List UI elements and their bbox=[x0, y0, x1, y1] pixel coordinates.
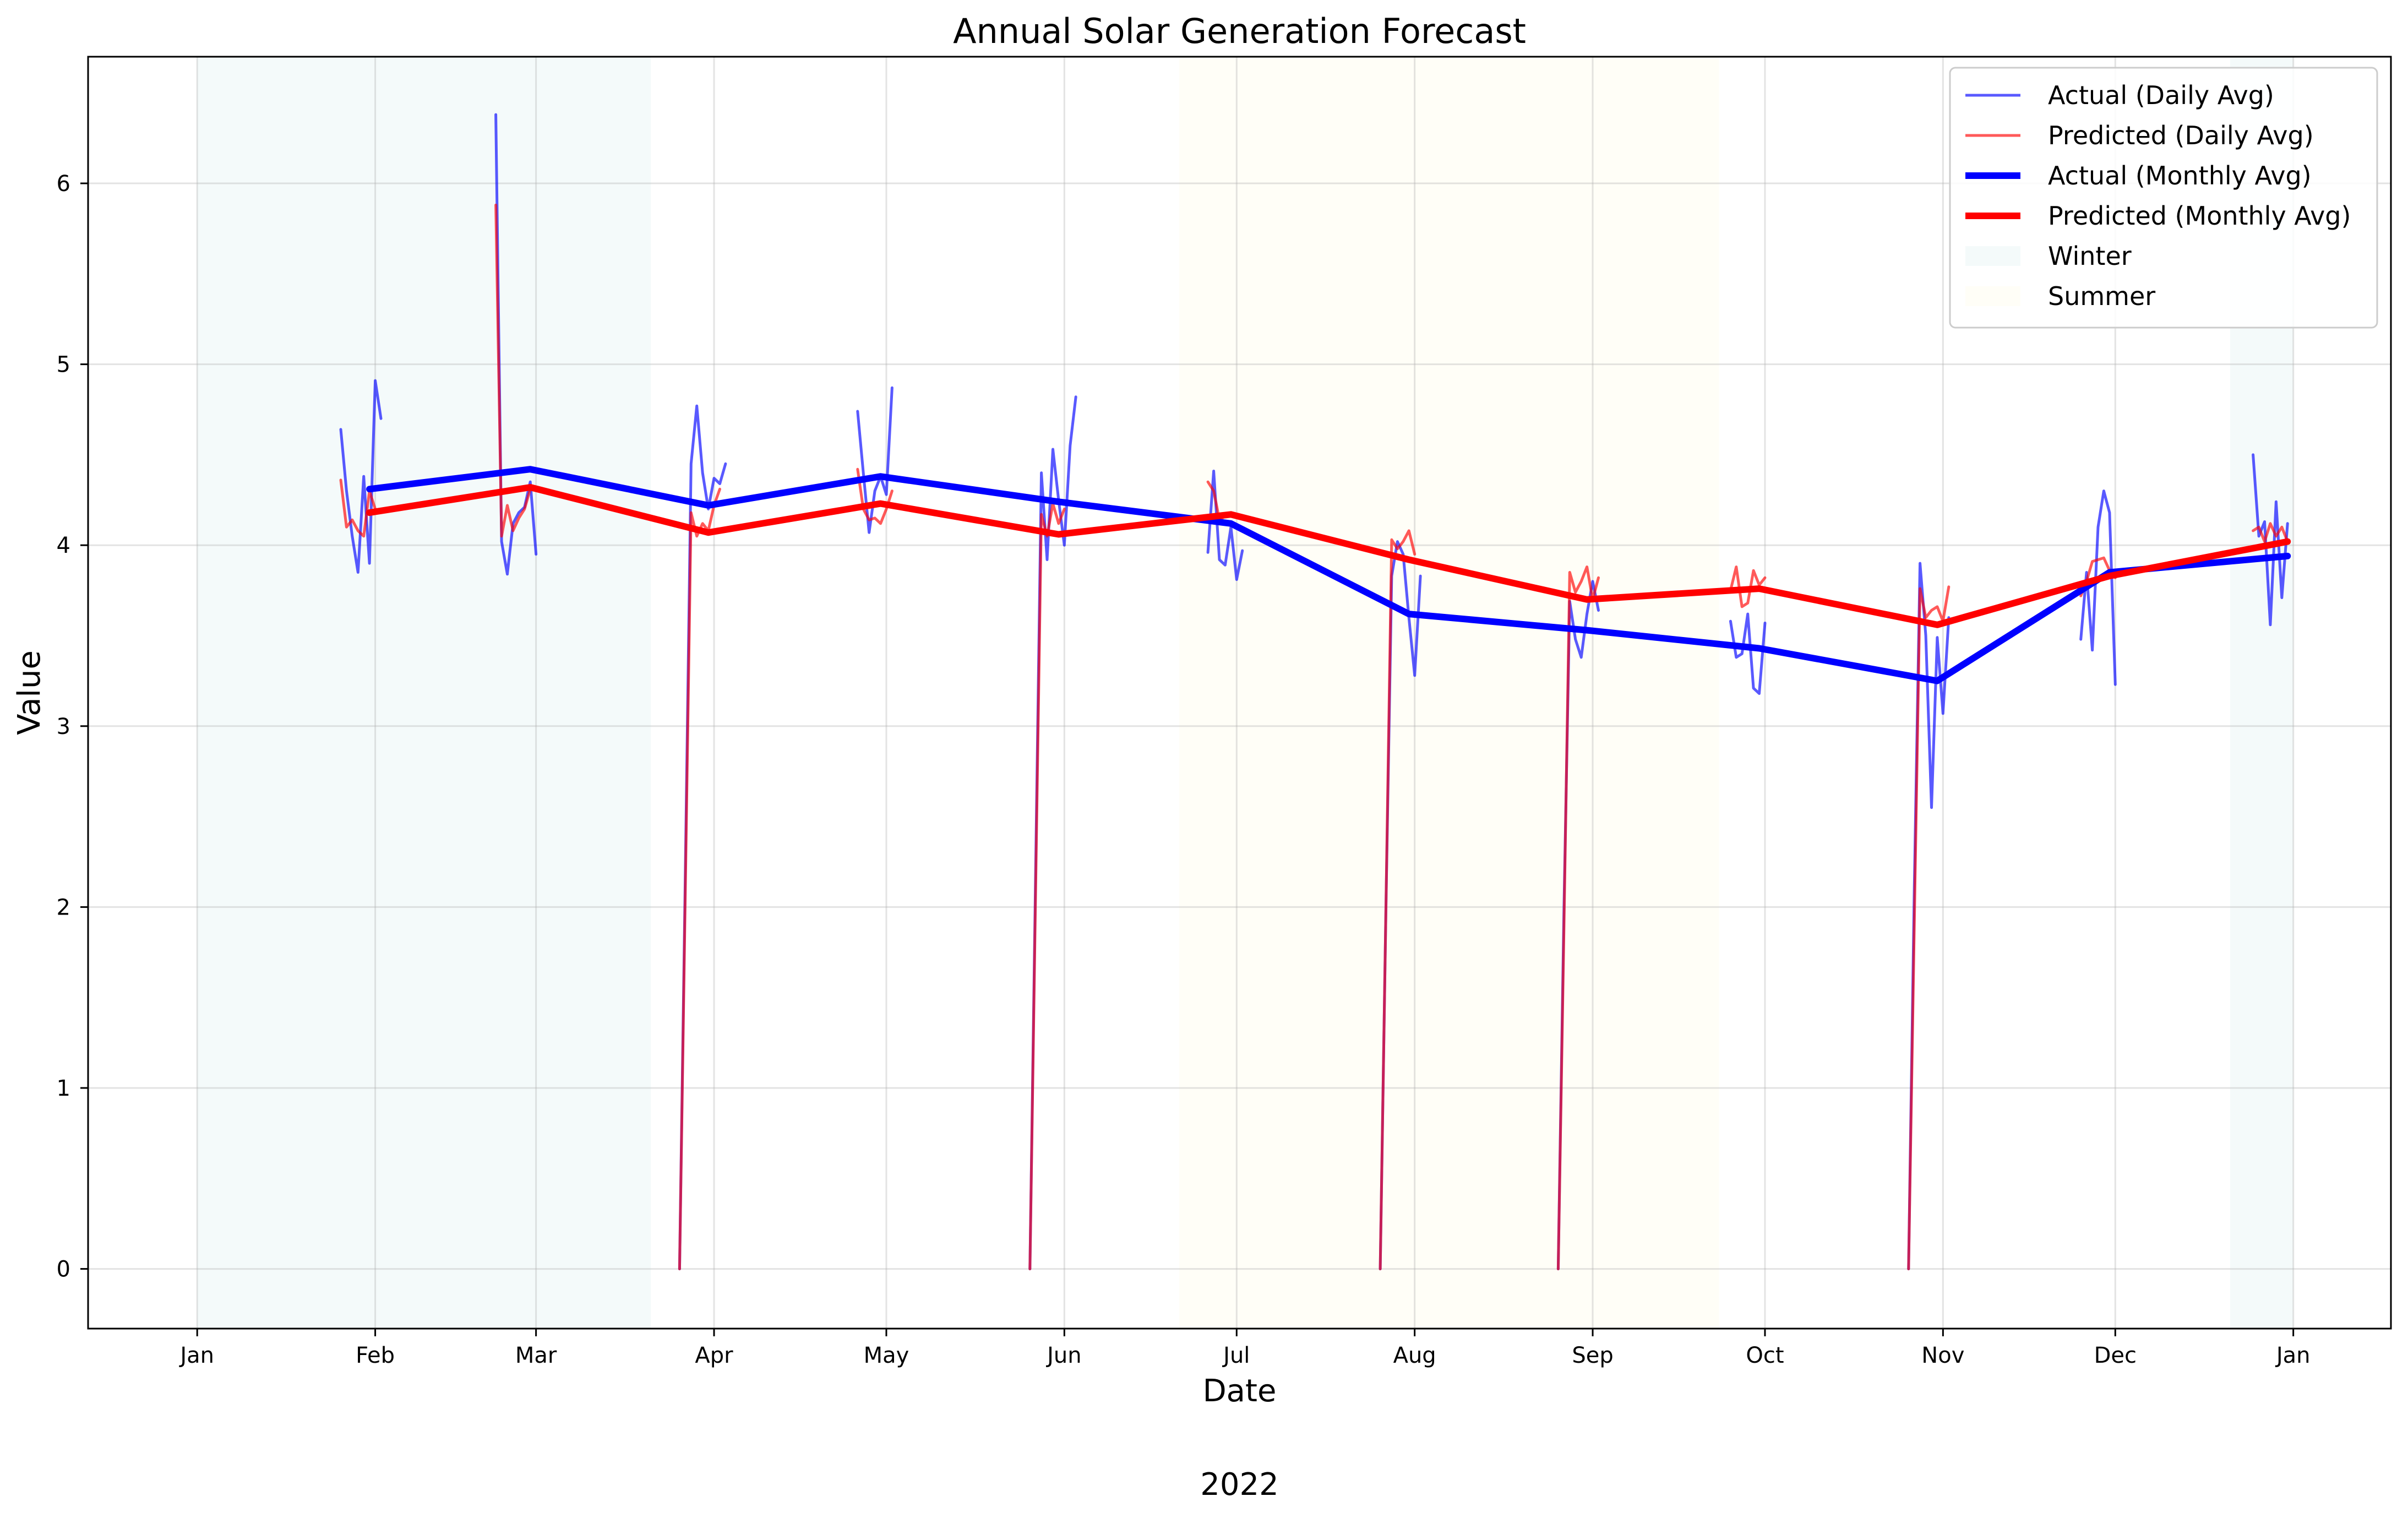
legend-swatch-summer bbox=[1965, 286, 2020, 306]
series-predicted-monthly-avg bbox=[366, 484, 2291, 628]
y-tick-label-3: 3 bbox=[57, 714, 70, 739]
x-tick-label-8: Sep bbox=[1572, 1343, 1613, 1368]
year-label: 2022 bbox=[1200, 1467, 1279, 1503]
series-predicted-daily-avg-seg-11 bbox=[2252, 522, 2289, 543]
x-tick-label-7: Aug bbox=[1393, 1343, 1436, 1368]
y-tick-label-4: 4 bbox=[57, 533, 70, 558]
series-actual-daily-avg-seg-5 bbox=[1206, 470, 1244, 581]
y-axis-label: Value bbox=[12, 650, 47, 735]
series-actual-daily-avg-seg-3 bbox=[856, 386, 894, 534]
series-actual-monthly-avg bbox=[366, 466, 2291, 684]
y-tick-label-5: 5 bbox=[57, 352, 70, 378]
legend-swatch-winter bbox=[1965, 246, 2020, 266]
plot-frame bbox=[87, 56, 2392, 1330]
legend-label-winter: Winter bbox=[2048, 241, 2132, 271]
legend-label-actual-daily-avg: Actual (Daily Avg) bbox=[2048, 80, 2274, 110]
y-tick-label-2: 2 bbox=[57, 895, 70, 920]
region-winter-0 bbox=[197, 57, 651, 1329]
series-actual-daily-avg-seg-0 bbox=[339, 379, 383, 574]
series-predicted-daily-avg-seg-7 bbox=[1556, 565, 1600, 1271]
series-predicted-daily-avg-seg-4 bbox=[1028, 502, 1066, 1271]
x-tick-label-6: Jul bbox=[1222, 1343, 1250, 1368]
x-tick-label-11: Dec bbox=[2094, 1343, 2137, 1368]
y-axis-ticks: 0 1 2 3 4 5 6 bbox=[57, 171, 88, 1282]
x-tick-label-2: Mar bbox=[515, 1343, 557, 1368]
series-predicted-daily-avg-seg-6 bbox=[1379, 529, 1417, 1271]
x-tick-label-10: Nov bbox=[1921, 1343, 1964, 1368]
x-tick-label-3: Apr bbox=[695, 1343, 733, 1368]
chart-title: Annual Solar Generation Forecast bbox=[953, 11, 1526, 51]
series-actual-daily-avg-seg-8 bbox=[1729, 612, 1767, 695]
x-tick-label-12: Jan bbox=[2275, 1343, 2311, 1368]
series-predicted-daily-avg-seg-9 bbox=[1907, 585, 1951, 1271]
legend-box bbox=[1949, 67, 2378, 329]
legend-label-predicted-daily-avg: Predicted (Daily Avg) bbox=[2048, 121, 2314, 150]
y-tick-label-1: 1 bbox=[57, 1076, 70, 1101]
x-tick-label-1: Feb bbox=[356, 1343, 395, 1368]
series-predicted-daily-avg-seg-8 bbox=[1729, 565, 1767, 608]
series-lines bbox=[339, 113, 2291, 1271]
x-tick-label-4: May bbox=[864, 1343, 909, 1368]
legend-label-actual-monthly-avg: Actual (Monthly Avg) bbox=[2048, 161, 2312, 191]
x-axis-ticks: Jan Feb Mar Apr May Jun Jul Aug Sep Oct Nov Dec Jan bbox=[178, 1329, 2311, 1368]
x-axis-label: Date bbox=[1203, 1373, 1277, 1409]
legend: Actual (Daily Avg) Predicted (Daily Avg) A… bbox=[1949, 67, 2378, 329]
x-tick-label-5: Jun bbox=[1045, 1343, 1082, 1368]
series-actual-daily-avg-seg-11 bbox=[2252, 453, 2289, 627]
legend-label-predicted-monthly-avg: Predicted (Monthly Avg) bbox=[2048, 201, 2351, 231]
x-tick-label-0: Jan bbox=[178, 1343, 214, 1368]
legend-label-summer: Summer bbox=[2048, 281, 2155, 311]
x-tick-label-9: Oct bbox=[1746, 1343, 1784, 1368]
y-tick-label-0: 0 bbox=[57, 1257, 70, 1282]
series-predicted-daily-avg-seg-1 bbox=[494, 203, 532, 538]
series-actual-daily-avg-seg-10 bbox=[2079, 489, 2117, 686]
region-summer-2 bbox=[1179, 57, 1719, 1329]
y-tick-label-6: 6 bbox=[57, 171, 70, 197]
